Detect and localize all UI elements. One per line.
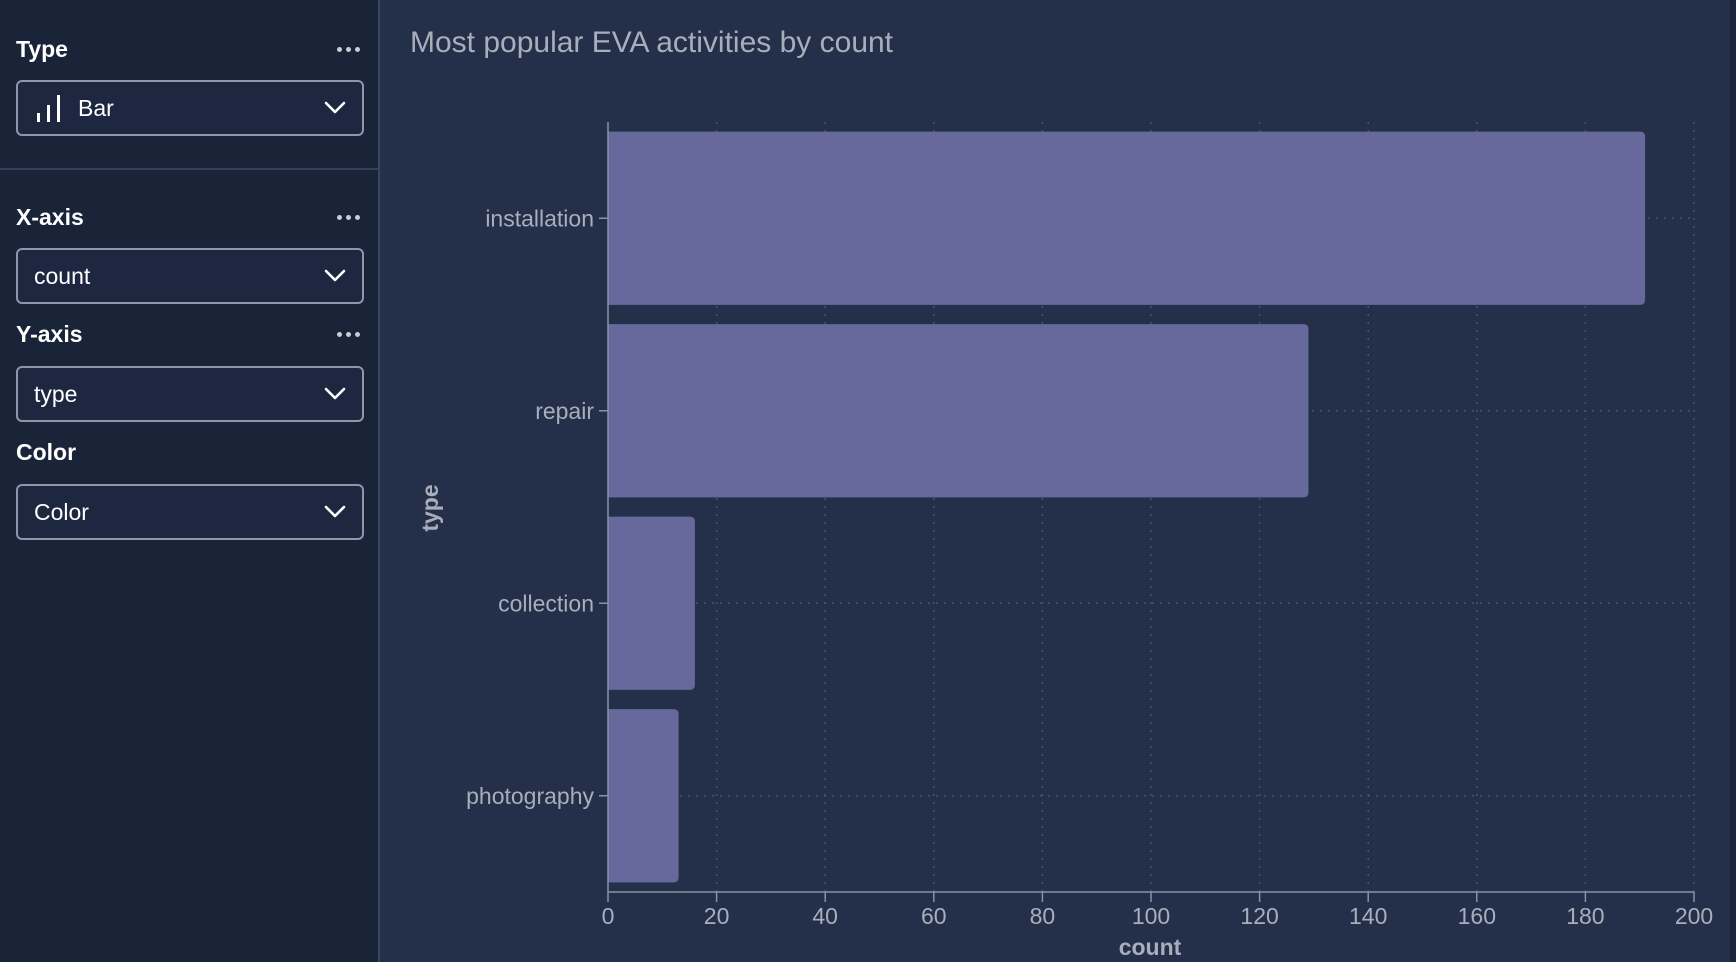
chart-title: Most popular EVA activities by count — [410, 26, 894, 59]
yaxis-more-options-icon[interactable] — [333, 326, 364, 343]
bar-chart-icon — [37, 95, 60, 122]
x-tick-label: 100 — [1132, 903, 1170, 929]
yaxis-select[interactable]: type — [16, 366, 364, 422]
x-tick-label: 40 — [812, 903, 838, 929]
y-tick-label: photography — [466, 783, 594, 809]
x-tick-label: 0 — [602, 903, 615, 929]
x-tick-label: 60 — [921, 903, 947, 929]
chart-settings-sidebar: Type Bar X-axis count Y-axi — [0, 0, 380, 962]
type-section-header: Type — [16, 33, 364, 65]
chart-type-value: Bar — [78, 94, 114, 121]
chart-panel: Most popular EVA activities by count 0 20… — [382, 0, 1736, 962]
panel-edge — [1730, 0, 1736, 962]
y-tick-label: collection — [498, 590, 594, 616]
yaxis-section-title: Y-axis — [16, 320, 83, 347]
color-value: Color — [34, 498, 89, 525]
bar-collection[interactable] — [608, 516, 695, 690]
y-tick-label: repair — [535, 398, 594, 424]
chevron-down-icon — [324, 387, 346, 400]
bar-chart: 0 20 40 60 80 100 120 140 160 180 200 installation r… — [417, 122, 1713, 960]
x-tick-label: 20 — [704, 903, 730, 929]
xaxis-section-title: X-axis — [16, 203, 84, 230]
yaxis-value: type — [34, 380, 78, 407]
color-section-title: Color — [16, 438, 77, 465]
xaxis-section-header: X-axis — [16, 201, 364, 233]
bar-installation[interactable] — [608, 131, 1646, 305]
bar-photography[interactable] — [608, 709, 679, 883]
type-section-title: Type — [16, 35, 68, 62]
chevron-down-icon — [324, 269, 346, 282]
color-select[interactable]: Color — [16, 484, 364, 540]
bar-repair[interactable] — [608, 324, 1309, 498]
chart-type-select[interactable]: Bar — [16, 80, 364, 136]
chevron-down-icon — [324, 101, 346, 114]
x-tick-label: 180 — [1566, 903, 1604, 929]
xaxis-select[interactable]: count — [16, 248, 364, 304]
chart-axes: 0 20 40 60 80 100 120 140 160 180 200 installation r… — [466, 122, 1713, 929]
x-tick-label: 120 — [1240, 903, 1278, 929]
y-axis-title: type — [417, 484, 443, 531]
xaxis-value: count — [34, 262, 91, 289]
chevron-down-icon — [324, 505, 346, 518]
sidebar-divider — [0, 168, 378, 170]
x-tick-label: 140 — [1349, 903, 1387, 929]
chart-bars — [608, 131, 1646, 883]
x-axis-title: count — [1119, 934, 1182, 960]
xaxis-more-options-icon[interactable] — [333, 209, 364, 226]
y-tick-label: installation — [485, 205, 594, 231]
x-tick-label: 200 — [1675, 903, 1713, 929]
color-section-header: Color — [16, 436, 364, 468]
yaxis-section-header: Y-axis — [16, 318, 364, 350]
x-tick-label: 80 — [1030, 903, 1056, 929]
x-tick-label: 160 — [1458, 903, 1496, 929]
type-more-options-icon[interactable] — [333, 41, 364, 58]
